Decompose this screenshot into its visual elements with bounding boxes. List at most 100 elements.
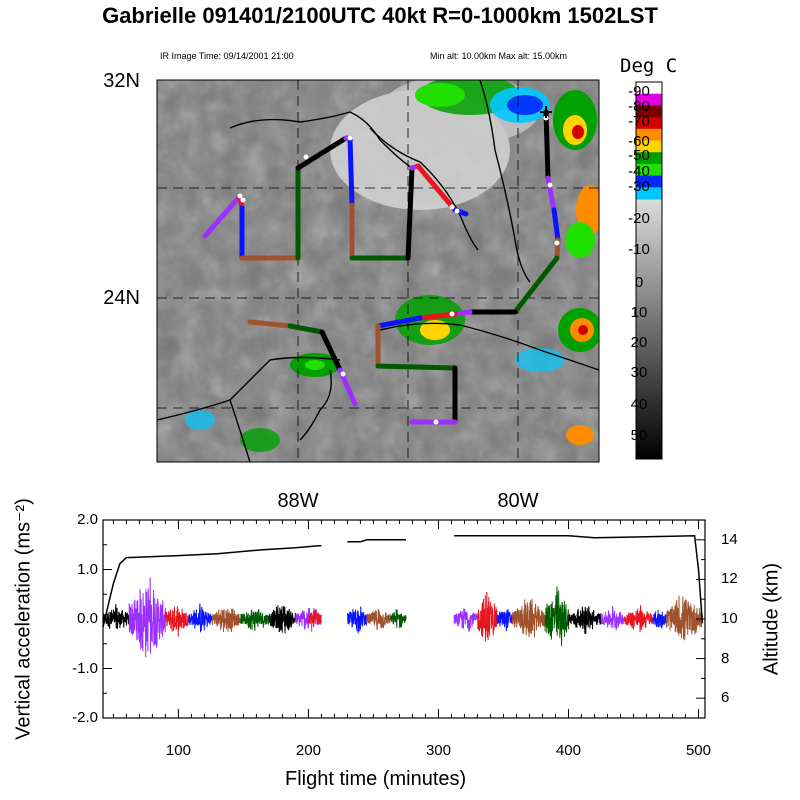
x-tick-label-0: 100 xyxy=(165,742,191,759)
track-segment-3-0 xyxy=(247,319,293,329)
x-tick-label-2: 300 xyxy=(425,742,451,759)
colorbar-label-10: 10 xyxy=(630,304,648,321)
y-right-tick-label-3: 12 xyxy=(721,570,738,588)
acceleration-trace-9 xyxy=(346,606,368,633)
track-segment-1-10 xyxy=(405,165,415,261)
acceleration-trace-19 xyxy=(623,605,654,633)
track-marker-7 xyxy=(554,240,560,246)
altitude-range: Min alt: 10.00km Max alt: 15.00km xyxy=(430,51,568,61)
y-left-tick-label-2: 0.0 xyxy=(77,610,98,627)
colorbar-label-14: 50 xyxy=(630,427,648,444)
acceleration-trace-8 xyxy=(307,609,322,628)
acceleration-trace-21 xyxy=(665,595,703,641)
track-segment-1-12 xyxy=(415,163,458,213)
acceleration-trace-12 xyxy=(453,608,478,632)
colorbar-label-8: -10 xyxy=(628,241,650,258)
cloud-field xyxy=(157,80,599,462)
colorbar-title: Deg C xyxy=(620,55,678,77)
lat-label-24n: 24N xyxy=(103,287,140,309)
track-marker-9 xyxy=(433,419,439,425)
acceleration-trace-18 xyxy=(600,605,625,631)
chart-title: Gabrielle 091401/2100UTC 40kt R=0-1000km… xyxy=(102,3,658,28)
colorbar-label-4: -50 xyxy=(628,147,650,164)
colorbar-step-8 xyxy=(636,175,662,188)
colorbar-label-6: -30 xyxy=(628,178,650,195)
colorbar-step-9 xyxy=(636,187,662,200)
colorbar-step-7 xyxy=(636,163,662,177)
lat-label-32n: 32N xyxy=(103,70,140,92)
lon-label-80w: 80W xyxy=(497,490,539,512)
acceleration-trace-13 xyxy=(477,591,498,642)
altitude-line-1 xyxy=(347,539,406,543)
track-marker-8 xyxy=(449,311,455,317)
acceleration-trace-16 xyxy=(544,586,569,647)
track-segment-3-1 xyxy=(287,323,325,335)
acceleration-trace-2 xyxy=(164,606,190,637)
colorbar-label-1: -80 xyxy=(628,98,650,115)
colorbar-label-5: -40 xyxy=(628,163,650,180)
acceleration-trace-0 xyxy=(102,604,130,630)
colorbar-label-2: -70 xyxy=(628,113,650,130)
acceleration-trace-1 xyxy=(128,577,166,658)
altitude-line-0 xyxy=(102,544,322,628)
acceleration-trace-5 xyxy=(240,609,270,631)
acceleration-trace-20 xyxy=(652,609,667,629)
colorbar-step-0 xyxy=(636,82,662,95)
y-right-tick-label-2: 10 xyxy=(721,610,738,627)
y-right-tick-label-1: 8 xyxy=(721,649,730,667)
y-left-tick-label-1: 1.0 xyxy=(77,560,98,578)
y-left-tick-label-4: -2.0 xyxy=(72,709,98,726)
colorbar-step-2 xyxy=(636,105,662,118)
lon-label-88w: 88W xyxy=(277,490,319,512)
colorbar-label-11: 20 xyxy=(630,334,648,351)
y-axis-label-left: Vertical acceleration (ms⁻²) xyxy=(12,498,35,740)
y-left-tick-label-3: -1.0 xyxy=(72,659,98,677)
y-right-tick-label-0: 6 xyxy=(721,689,730,707)
track-segment-2-6 xyxy=(452,309,473,317)
track-marker-4 xyxy=(449,204,455,210)
acceleration-trace-17 xyxy=(568,606,602,634)
colorbar-label-12: 30 xyxy=(630,364,648,381)
track-segment-2-0 xyxy=(543,109,551,181)
track-segment-1-0 xyxy=(202,193,243,239)
y-left-tick-label-0: 2.0 xyxy=(77,511,98,528)
colorbar xyxy=(635,81,663,460)
x-tick-label-1: 200 xyxy=(295,742,321,759)
y-axis-label-right: Altitude (km) xyxy=(760,562,783,676)
track-marker-6 xyxy=(547,182,553,188)
colorbar-label-13: 40 xyxy=(630,396,648,413)
storm-center-marker xyxy=(540,106,552,118)
ir-image-time: IR Image Time: 09/14/2001 21:00 xyxy=(160,51,294,61)
colorbar-step-3 xyxy=(636,117,662,130)
track-segment-1-5 xyxy=(295,135,349,171)
track-segment-2-10 xyxy=(375,363,458,371)
colorbar-label-3: -60 xyxy=(628,133,650,150)
colorbar-label-7: -20 xyxy=(628,210,650,227)
acceleration-trace-6 xyxy=(268,605,296,634)
colorbar-step-5 xyxy=(636,140,662,153)
colorbar-step-1 xyxy=(636,93,662,106)
track-marker-1 xyxy=(240,197,246,203)
track-segment-1-7 xyxy=(347,135,355,208)
colorbar-step-4 xyxy=(636,128,662,141)
track-segment-3-2 xyxy=(319,329,343,373)
track-marker-2 xyxy=(347,135,353,141)
track-marker-0 xyxy=(237,193,243,199)
acceleration-trace-14 xyxy=(496,608,514,632)
acceleration-trace-3 xyxy=(188,603,213,633)
track-marker-3 xyxy=(303,154,309,160)
track-segment-2-2 xyxy=(551,207,561,243)
x-axis-label: Flight time (minutes) xyxy=(285,768,467,790)
track-marker-10 xyxy=(340,371,346,377)
acceleration-trace-10 xyxy=(366,608,391,630)
time-series-plot xyxy=(102,519,706,719)
acceleration-trace-15 xyxy=(512,598,546,638)
acceleration-trace-11 xyxy=(389,609,407,629)
x-tick-label-3: 400 xyxy=(555,742,581,759)
acceleration-trace-4 xyxy=(211,608,242,633)
colorbar-label-9: 0 xyxy=(634,274,644,291)
flight-track xyxy=(202,106,561,425)
colorbar-label-0: -90 xyxy=(628,83,650,100)
satellite-map xyxy=(156,79,600,463)
